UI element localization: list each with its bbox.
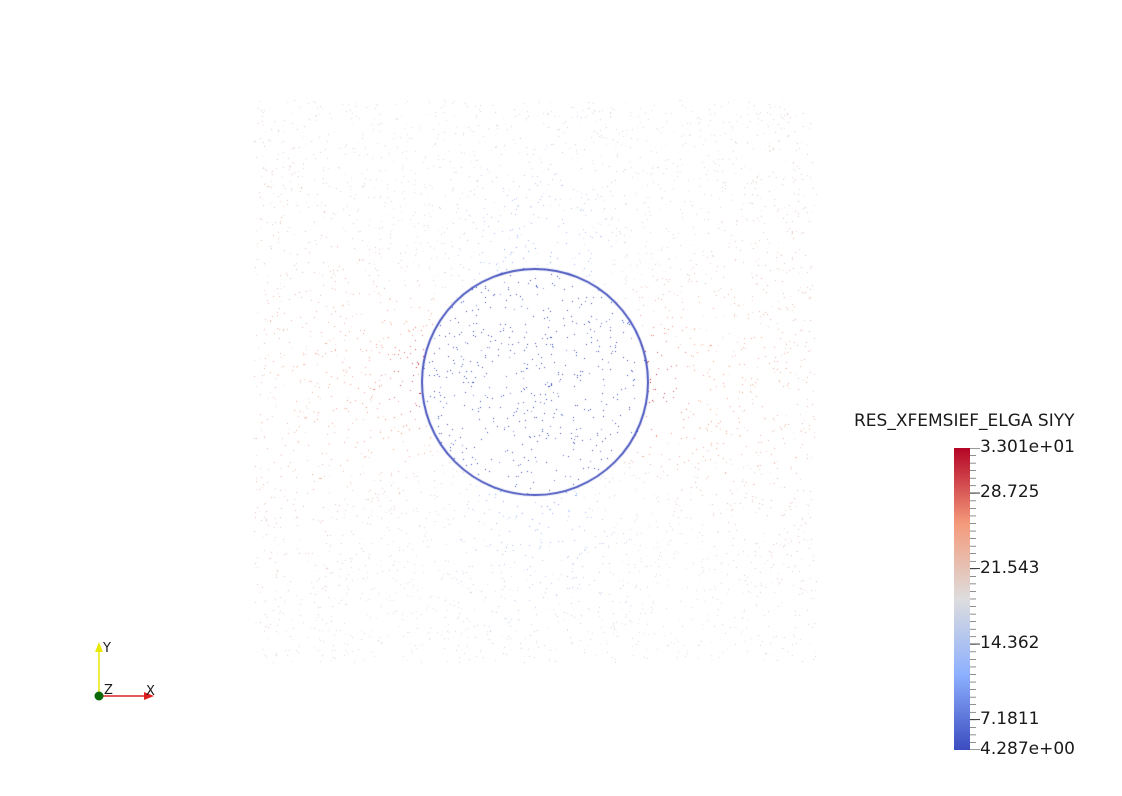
scalar-bar-ticks [970,448,980,750]
scalar-bar-tick-label: 21.543 [980,557,1040,578]
orientation-axes-widget: Y Z X [84,630,174,710]
scalar-bar-gradient [954,448,970,750]
axis-label-x: X [146,684,155,699]
orientation-axes-icon [94,642,154,701]
scalar-bar-title: RES_XFEMSIEF_ELGA SIYY [854,411,1075,431]
axis-label-y: Y [103,641,111,656]
axis-label-z: Z [104,683,113,698]
scalar-bar-min-label: 4.287e+00 [980,739,1076,759]
scalar-bar-max-label: 3.301e+01 [980,437,1076,457]
scalar-bar-tick-label: 28.725 [980,482,1040,503]
scalar-bar-legend: RES_XFEMSIEF_ELGA SIYY 3.301e+01 28.725 … [840,408,1120,768]
scalar-bar-tick-label: 7.1811 [980,708,1040,729]
scalar-bar-tick-label: 14.362 [980,633,1040,654]
